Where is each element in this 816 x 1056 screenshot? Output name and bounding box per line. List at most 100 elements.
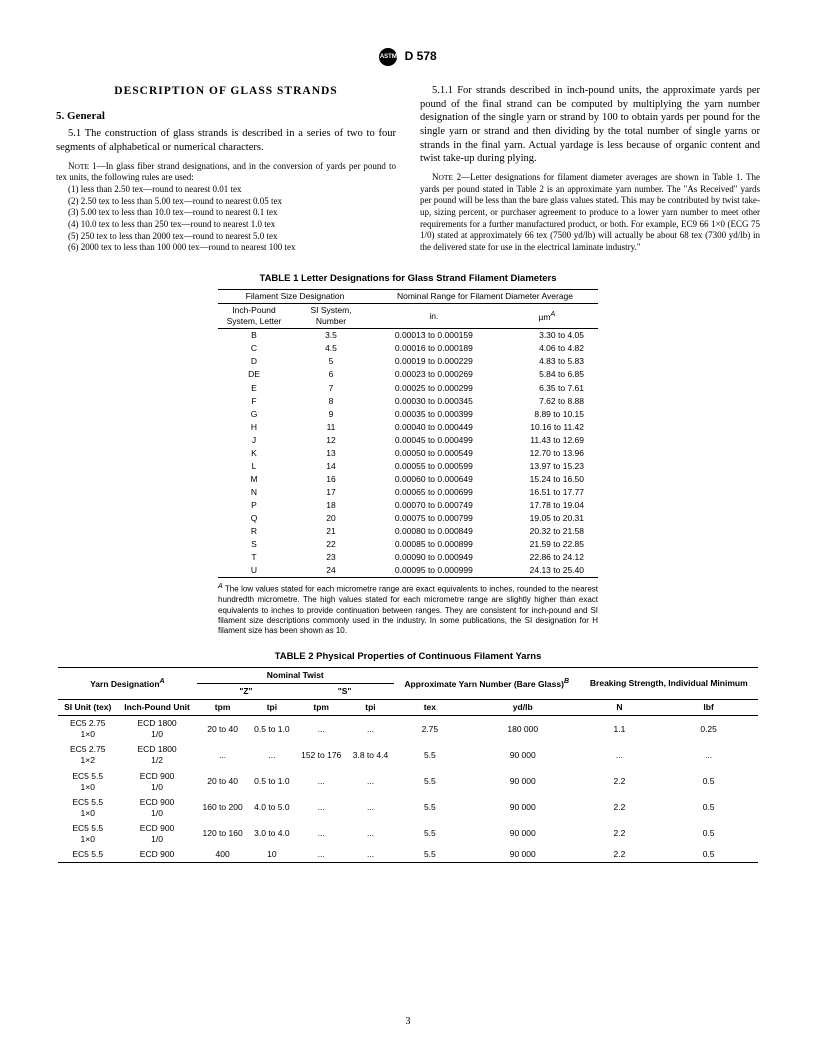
t1-cell: DE bbox=[218, 368, 290, 381]
t1-cell: G bbox=[218, 408, 290, 421]
t1-cell: 0.00070 to 0.000749 bbox=[372, 499, 496, 512]
t2-subhead: tpi bbox=[347, 700, 394, 716]
t1-cell: 22 bbox=[290, 538, 372, 551]
t2-cell: 2.2 bbox=[580, 847, 660, 863]
t2-h-z: "Z" bbox=[197, 684, 296, 700]
t2-h-twist: Nominal Twist bbox=[197, 668, 394, 684]
t1-cell: D bbox=[218, 355, 290, 368]
t1-cell: 0.00075 to 0.000799 bbox=[372, 512, 496, 525]
t2-cell: ... bbox=[249, 742, 296, 768]
t1-cell: 0.00025 to 0.000299 bbox=[372, 382, 496, 395]
t1-cell: 16.51 to 17.77 bbox=[496, 486, 598, 499]
page-header: ASTM D 578 bbox=[56, 48, 760, 66]
t1-cell: 17 bbox=[290, 486, 372, 499]
t1-cell: 0.00085 to 0.000899 bbox=[372, 538, 496, 551]
note-1-item: (3) 5.00 tex to less than 10.0 tex—round… bbox=[56, 207, 396, 219]
t2-cell: ... bbox=[347, 821, 394, 847]
t2-subhead: N bbox=[580, 700, 660, 716]
t2-cell: 20 to 40 bbox=[197, 716, 249, 743]
note-1-item: (5) 250 tex to less than 2000 tex—round … bbox=[56, 231, 396, 243]
t2-cell: 10 bbox=[249, 847, 296, 863]
t1-cell: 7 bbox=[290, 382, 372, 395]
t1-cell: 5 bbox=[290, 355, 372, 368]
t1-cell: 0.00050 to 0.000549 bbox=[372, 447, 496, 460]
t1-cell: 20 bbox=[290, 512, 372, 525]
t2-cell: EC5 2.751×0 bbox=[58, 716, 117, 743]
t2-cell: EC5 2.751×2 bbox=[58, 742, 117, 768]
table-1-title: TABLE 1 Letter Designations for Glass St… bbox=[56, 273, 760, 285]
t2-cell: ... bbox=[197, 742, 249, 768]
t1-cell: 5.84 to 6.85 bbox=[496, 368, 598, 381]
t1-cell: 9 bbox=[290, 408, 372, 421]
t1-cell: 8 bbox=[290, 395, 372, 408]
t1-cell: S bbox=[218, 538, 290, 551]
t1-cell: 4.83 to 5.83 bbox=[496, 355, 598, 368]
t1-cell: 0.00030 to 0.000345 bbox=[372, 395, 496, 408]
t1-cell: L bbox=[218, 460, 290, 473]
para-5-1-1: 5.1.1 For strands described in inch-poun… bbox=[420, 84, 760, 166]
t2-cell: 0.5 bbox=[659, 795, 758, 821]
t2-subhead: tpm bbox=[197, 700, 249, 716]
t1-cell: 0.00023 to 0.000269 bbox=[372, 368, 496, 381]
t2-cell: 5.5 bbox=[394, 742, 466, 768]
t1-cell: 12 bbox=[290, 434, 372, 447]
t2-cell: ... bbox=[347, 847, 394, 863]
t1-cell: 4.06 to 4.82 bbox=[496, 342, 598, 355]
t2-cell: EC5 5.51×0 bbox=[58, 821, 117, 847]
t1-cell: 6.35 to 7.61 bbox=[496, 382, 598, 395]
section-title: DESCRIPTION OF GLASS STRANDS bbox=[56, 84, 396, 99]
t1-cell: 0.00095 to 0.000999 bbox=[372, 564, 496, 578]
t1-cell: 0.00060 to 0.000649 bbox=[372, 473, 496, 486]
t2-cell: 0.5 bbox=[659, 847, 758, 863]
t2-subhead: yd/lb bbox=[466, 700, 580, 716]
t2-cell: 180 000 bbox=[466, 716, 580, 743]
t2-cell: ECD 18001/2 bbox=[117, 742, 196, 768]
t1-cell: 11 bbox=[290, 421, 372, 434]
t2-cell: EC5 5.5 bbox=[58, 847, 117, 863]
t1-cell: H bbox=[218, 421, 290, 434]
t1-cell: 10.16 to 11.42 bbox=[496, 421, 598, 434]
t1-cell: 0.00080 to 0.000849 bbox=[372, 525, 496, 538]
t1-cell: 0.00035 to 0.000399 bbox=[372, 408, 496, 421]
t2-subhead: SI Unit (tex) bbox=[58, 700, 117, 716]
t2-cell: 2.2 bbox=[580, 821, 660, 847]
t2-subhead: lbf bbox=[659, 700, 758, 716]
standard-number: D 578 bbox=[405, 49, 437, 63]
t2-cell: ... bbox=[347, 795, 394, 821]
t1-cell: 0.00040 to 0.000449 bbox=[372, 421, 496, 434]
t2-h-bs: Breaking Strength, Individual Minimum bbox=[580, 668, 758, 700]
t2-cell: 90 000 bbox=[466, 742, 580, 768]
t1-cell: 12.70 to 13.96 bbox=[496, 447, 598, 460]
t1-cell: Q bbox=[218, 512, 290, 525]
t1-cell: E bbox=[218, 382, 290, 395]
t1-cell: 0.00045 to 0.000499 bbox=[372, 434, 496, 447]
section-5-head: 5. General bbox=[56, 109, 396, 123]
t1-cell: 15.24 to 16.50 bbox=[496, 473, 598, 486]
t1-cell: C bbox=[218, 342, 290, 355]
t1-cell: 0.00065 to 0.000699 bbox=[372, 486, 496, 499]
table-2: Yarn DesignationA Nominal Twist Approxim… bbox=[58, 667, 758, 863]
t2-cell: 0.5 to 1.0 bbox=[249, 769, 296, 795]
t1-cell: 0.00090 to 0.000949 bbox=[372, 551, 496, 564]
t2-cell: ... bbox=[295, 821, 347, 847]
t2-h-ayn: Approximate Yarn Number (Bare Glass)B bbox=[394, 668, 580, 700]
t1-cell: 6 bbox=[290, 368, 372, 381]
t1-cell: P bbox=[218, 499, 290, 512]
t1-sh4: µmA bbox=[496, 304, 598, 329]
t1-cell: 16 bbox=[290, 473, 372, 486]
t1-cell: 11.43 to 12.69 bbox=[496, 434, 598, 447]
t2-cell: ECD 18001/0 bbox=[117, 716, 196, 743]
note-1-item: (2) 2.50 tex to less than 5.00 tex—round… bbox=[56, 196, 396, 208]
t2-cell: 90 000 bbox=[466, 795, 580, 821]
t1-cell: 13.97 to 15.23 bbox=[496, 460, 598, 473]
t1-cell: T bbox=[218, 551, 290, 564]
t2-cell: ... bbox=[580, 742, 660, 768]
t1-cell: R bbox=[218, 525, 290, 538]
note-1-item: (1) less than 2.50 tex—round to nearest … bbox=[56, 184, 396, 196]
t2-cell: 4.0 to 5.0 bbox=[249, 795, 296, 821]
t1-cell: 24 bbox=[290, 564, 372, 578]
t1-cell: 0.00019 to 0.000229 bbox=[372, 355, 496, 368]
t2-cell: 1.1 bbox=[580, 716, 660, 743]
t1-cell: 14 bbox=[290, 460, 372, 473]
t1-cell: 7.62 to 8.88 bbox=[496, 395, 598, 408]
